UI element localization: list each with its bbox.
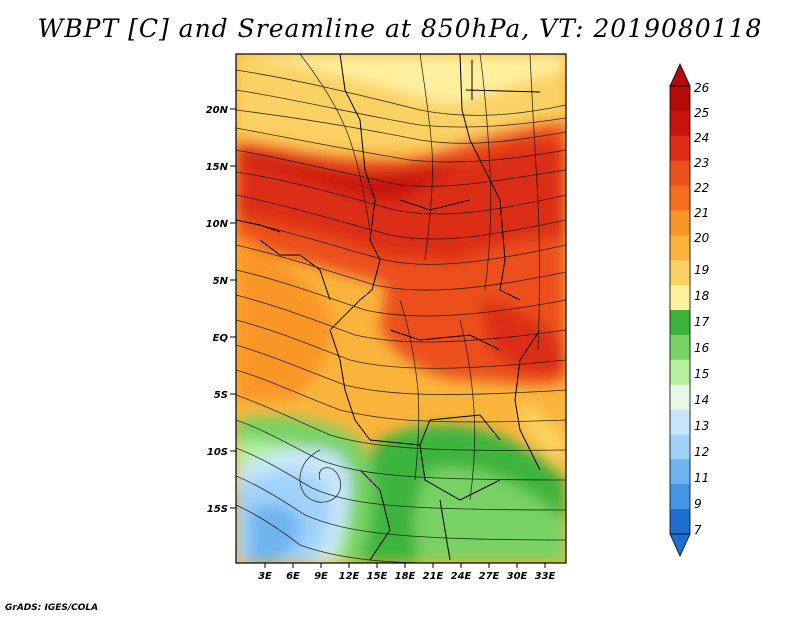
- colorbar-label-19: 19: [694, 263, 709, 277]
- colorbar-cell: [670, 409, 690, 435]
- longitude-axis: 3E 6E 9E 12E 15E 18E 21E 24E 27E 30E 33E: [258, 563, 556, 582]
- lon-label-24e: 24E: [451, 571, 472, 582]
- colorbar-cell: [670, 384, 690, 411]
- colorbar-label-23: 23: [694, 156, 709, 170]
- lat-label-10n: 10N: [206, 219, 229, 230]
- colorbar-label-14: 14: [694, 393, 709, 407]
- colorbar-cell: [670, 160, 690, 187]
- lon-label-33e: 33E: [535, 571, 556, 582]
- colorbar-label-13: 13: [694, 419, 709, 433]
- colorbar-cell: [670, 434, 690, 460]
- colorbar: 26 25 24 23 22 21 20 19 18 17 16 15 14 1…: [669, 63, 710, 557]
- colorbar-cell: [670, 285, 690, 311]
- latitude-axis: 20N 15N 10N 5N EQ 5S 10S 15S: [206, 105, 236, 515]
- lat-label-10s: 10S: [207, 447, 228, 458]
- figure-title: WBPT [C] and Sreamline at 850hPa, VT: 20…: [37, 14, 763, 43]
- lat-label-5s: 5S: [214, 390, 228, 401]
- lon-label-27e: 27E: [479, 571, 500, 582]
- colorbar-cell: [670, 185, 690, 211]
- lon-label-30e: 30E: [507, 571, 528, 582]
- lon-label-3e: 3E: [258, 571, 272, 582]
- colorbar-cell: [670, 86, 690, 112]
- lon-label-18e: 18E: [395, 571, 416, 582]
- lat-label-eq: EQ: [213, 333, 229, 344]
- colorbar-label-18: 18: [694, 289, 710, 303]
- lat-label-20n: 20N: [206, 105, 229, 116]
- map-frame: [235, 53, 567, 564]
- lat-label-15n: 15N: [206, 162, 229, 173]
- colorbar-bottom-arrow: [669, 533, 691, 557]
- colorbar-label-17: 17: [694, 315, 710, 329]
- lat-label-15s: 15S: [207, 504, 228, 515]
- colorbar-cell: [670, 260, 690, 286]
- colorbar-label-9: 9: [694, 497, 702, 511]
- colorbar-label-21: 21: [694, 206, 709, 220]
- lon-label-9e: 9E: [314, 571, 328, 582]
- lon-label-15e: 15E: [367, 571, 388, 582]
- colorbar-cell: [670, 135, 690, 162]
- colorbar-label-26: 26: [694, 81, 710, 95]
- colorbar-cell: [670, 509, 690, 535]
- colorbar-label-12: 12: [694, 445, 709, 459]
- lon-label-21e: 21E: [423, 571, 444, 582]
- lon-label-6e: 6E: [286, 571, 300, 582]
- colorbar-label-16: 16: [694, 341, 710, 355]
- colorbar-cell: [670, 310, 690, 336]
- colorbar-cell: [670, 334, 690, 361]
- colorbar-label-25: 25: [694, 106, 709, 120]
- colorbar-label-20: 20: [694, 231, 710, 245]
- colorbar-label-11: 11: [694, 471, 709, 485]
- streamlines: [236, 54, 566, 563]
- lon-label-12e: 12E: [339, 571, 360, 582]
- wbpt-shaded-field: [236, 54, 566, 563]
- colorbar-cell: [670, 359, 690, 386]
- colorbar-cell: [670, 235, 690, 261]
- software-credit: GrADS: IGES/COLA: [5, 603, 99, 613]
- country-boundaries: [236, 54, 541, 561]
- colorbar-cell: [670, 484, 690, 510]
- colorbar-label-22: 22: [694, 181, 709, 195]
- colorbar-cell: [670, 110, 690, 137]
- colorbar-cell: [670, 210, 690, 236]
- colorbar-cell: [670, 459, 690, 485]
- colorbar-label-7: 7: [694, 523, 702, 537]
- colorbar-label-15: 15: [694, 367, 709, 381]
- lat-label-5n: 5N: [213, 276, 229, 287]
- colorbar-top-arrow: [669, 63, 691, 87]
- colorbar-label-24: 24: [694, 131, 709, 145]
